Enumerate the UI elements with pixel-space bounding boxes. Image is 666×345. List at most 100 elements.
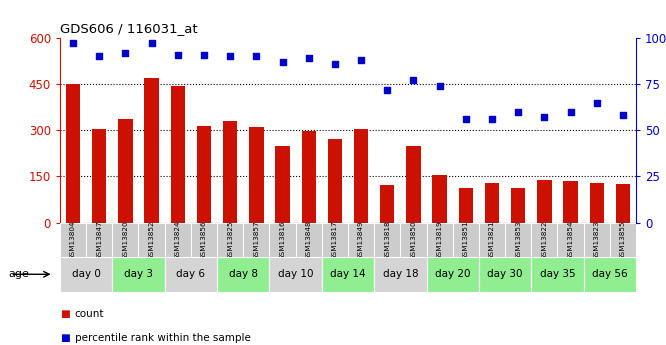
Point [434,83,445,89]
Bar [66,84,80,223]
Bar [60,257,113,292]
Point [304,56,314,61]
Point [198,52,209,57]
Point [172,52,183,57]
Bar [374,223,400,257]
Bar [170,86,185,223]
Point [539,115,549,120]
Point [94,54,105,59]
Bar [86,223,113,257]
Text: GSM13857: GSM13857 [253,220,259,259]
Text: percentile rank within the sample: percentile rank within the sample [75,333,250,343]
Text: GSM13804: GSM13804 [70,220,76,259]
Text: GSM13852: GSM13852 [149,220,155,259]
Text: ■: ■ [60,333,70,343]
Text: GSM13854: GSM13854 [567,220,573,259]
Bar [616,184,630,223]
Bar [270,257,322,292]
Bar [145,78,159,223]
Bar [479,223,505,257]
Bar [249,127,264,223]
Text: day 18: day 18 [382,269,418,279]
Bar [380,185,394,223]
Bar [348,223,374,257]
Point [120,50,131,56]
Bar [165,223,191,257]
Text: GSM13818: GSM13818 [384,220,390,259]
Point [251,54,262,59]
Point [147,41,157,46]
Bar [479,257,531,292]
Point [617,113,628,118]
Bar [485,183,500,223]
Text: GSM13847: GSM13847 [96,220,102,259]
Text: GSM13856: GSM13856 [201,220,207,259]
Bar [511,188,525,223]
Bar [453,223,479,257]
Text: GSM13848: GSM13848 [306,220,312,259]
Text: day 8: day 8 [228,269,258,279]
Text: GSM13823: GSM13823 [594,220,600,259]
Text: day 3: day 3 [124,269,153,279]
Point [460,116,471,122]
Text: day 0: day 0 [72,269,101,279]
Bar [354,129,368,223]
Text: GSM13822: GSM13822 [541,220,547,259]
Bar [583,223,610,257]
Point [68,41,79,46]
Point [487,116,498,122]
Point [330,61,340,67]
Point [513,109,523,115]
Bar [191,223,217,257]
Bar [563,181,578,223]
Bar [270,223,296,257]
Bar [459,188,473,223]
Bar [296,223,322,257]
Text: GDS606 / 116031_at: GDS606 / 116031_at [60,22,198,36]
Text: GSM13820: GSM13820 [123,220,129,259]
Bar [557,223,583,257]
Text: day 35: day 35 [539,269,575,279]
Text: count: count [75,309,104,319]
Bar [217,223,243,257]
Text: GSM13825: GSM13825 [227,220,233,259]
Text: GSM13849: GSM13849 [358,220,364,259]
Bar [322,223,348,257]
Bar [589,183,604,223]
Bar [196,126,211,223]
Bar [406,146,421,223]
Bar [322,257,374,292]
Text: day 20: day 20 [435,269,470,279]
Bar [505,223,531,257]
Text: day 14: day 14 [330,269,366,279]
Text: GSM13817: GSM13817 [332,220,338,259]
Point [382,87,392,92]
Text: GSM13821: GSM13821 [489,220,495,259]
Bar [426,223,453,257]
Point [408,78,419,83]
Bar [537,180,551,223]
Text: GSM13824: GSM13824 [174,220,180,259]
Text: day 10: day 10 [278,269,314,279]
Bar [275,146,290,223]
Bar [113,223,139,257]
Text: age: age [8,269,29,279]
Bar [243,223,270,257]
Bar [531,257,583,292]
Bar [223,121,237,223]
Point [356,57,366,63]
Text: GSM13855: GSM13855 [620,220,626,259]
Point [277,59,288,65]
Bar [610,223,636,257]
Bar [60,223,86,257]
Bar [328,139,342,223]
Bar [374,257,426,292]
Bar [118,119,133,223]
Bar [217,257,270,292]
Bar [583,257,636,292]
Text: GSM13850: GSM13850 [410,220,416,259]
Bar [165,257,217,292]
Bar [92,129,107,223]
Bar [426,257,479,292]
Text: GSM13819: GSM13819 [437,220,443,259]
